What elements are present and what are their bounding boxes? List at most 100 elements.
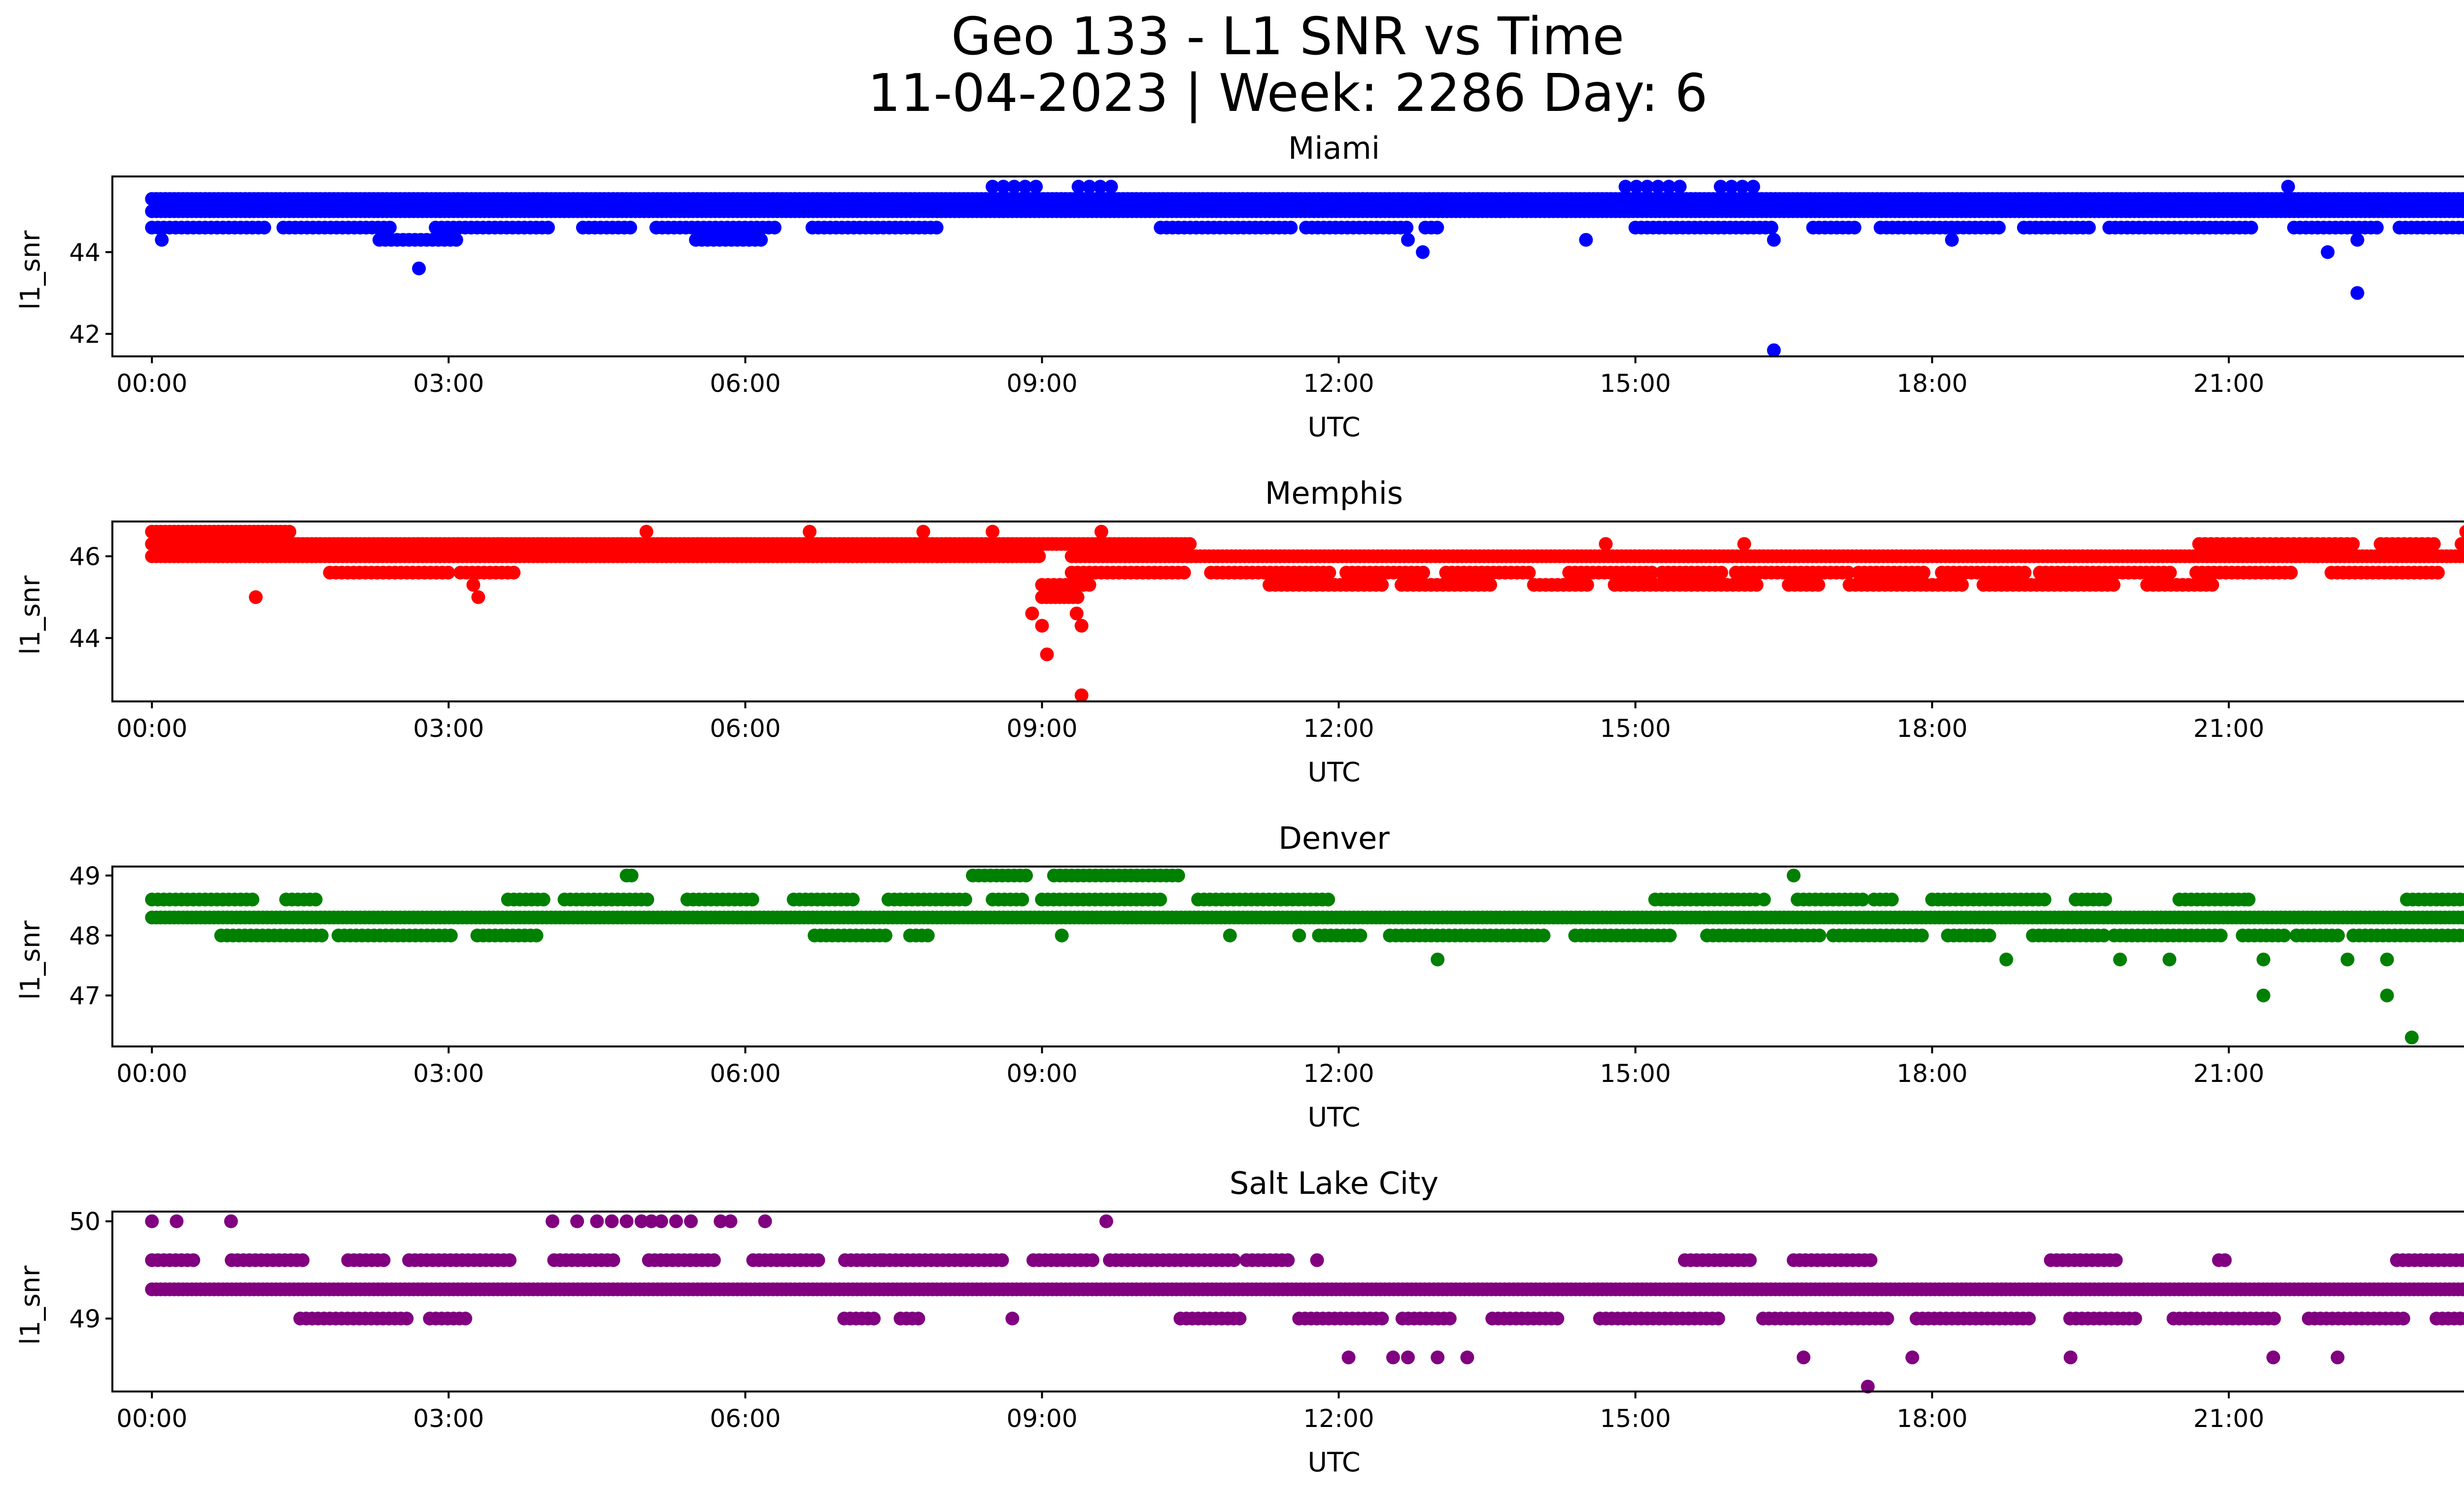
y-tick-label: 50 xyxy=(69,1208,101,1236)
subplot-salt-lake-city: Salt Lake City UTC l1_snr 00:00 03:00 06:0… xyxy=(15,1165,2464,1478)
data-point xyxy=(2257,952,2270,967)
data-point xyxy=(1431,952,1445,967)
data-point xyxy=(1724,179,1739,194)
x-tick-label: 06:00 xyxy=(710,1059,781,1088)
data-point xyxy=(1232,1312,1247,1325)
data-point xyxy=(2205,578,2220,592)
data-point xyxy=(2427,537,2441,551)
data-point xyxy=(2340,952,2355,967)
data-point xyxy=(1040,647,1054,661)
scatter-points xyxy=(145,179,2464,357)
data-point xyxy=(1743,1253,1757,1267)
data-point xyxy=(2241,892,2256,906)
data-point xyxy=(1945,233,1959,247)
data-point xyxy=(1442,1312,1457,1325)
x-tick-label: 06:00 xyxy=(710,1404,781,1433)
data-point xyxy=(623,220,637,235)
data-point xyxy=(1104,179,1118,194)
data-point xyxy=(186,1253,201,1267)
data-point xyxy=(412,261,426,276)
data-point xyxy=(1032,549,1046,563)
data-point xyxy=(2346,537,2360,551)
data-point xyxy=(536,892,550,906)
data-point xyxy=(2350,233,2364,247)
data-point xyxy=(2098,892,2112,906)
data-point xyxy=(996,179,1011,194)
data-point xyxy=(2267,1312,2281,1325)
x-tick-label: 21:00 xyxy=(2193,714,2264,743)
data-point xyxy=(754,233,768,247)
data-point xyxy=(282,524,297,539)
data-point xyxy=(546,1214,560,1228)
data-point xyxy=(1916,565,1931,580)
data-point xyxy=(1629,179,1643,194)
data-point xyxy=(745,892,759,906)
data-point xyxy=(2218,1253,2232,1267)
data-point xyxy=(376,1253,391,1267)
x-tick-label: 21:00 xyxy=(2193,1404,2264,1433)
data-point xyxy=(1713,179,1728,194)
data-point xyxy=(2106,578,2121,592)
data-point xyxy=(1005,1312,1020,1325)
data-point xyxy=(995,1253,1009,1267)
data-point xyxy=(458,1312,473,1325)
data-point xyxy=(1074,688,1089,702)
data-point xyxy=(2082,220,2096,235)
x-tick-label: 00:00 xyxy=(116,1059,187,1088)
data-point xyxy=(1284,220,1298,235)
data-point xyxy=(1522,565,1536,580)
scatter-points xyxy=(145,524,2464,702)
data-point xyxy=(878,928,892,942)
data-point xyxy=(1848,220,1862,235)
data-point xyxy=(257,220,272,235)
x-tick-label: 12:00 xyxy=(1303,1059,1374,1088)
data-point xyxy=(444,928,458,942)
y-axis-label: l1_snr xyxy=(15,1265,46,1345)
y-axis-label: l1_snr xyxy=(15,230,46,310)
data-point xyxy=(471,590,485,604)
data-point xyxy=(1019,869,1033,883)
data-point xyxy=(314,928,329,942)
data-point xyxy=(2109,1253,2123,1267)
axes-frame xyxy=(111,1211,2464,1392)
data-point xyxy=(1177,565,1191,580)
data-point xyxy=(1070,590,1085,604)
data-point xyxy=(1663,928,1677,942)
data-point xyxy=(1292,928,1306,942)
x-tick-label: 15:00 xyxy=(1600,1404,1671,1433)
data-point xyxy=(1094,524,1108,539)
data-point xyxy=(1099,1214,1113,1228)
x-tick-label: 06:00 xyxy=(710,714,781,743)
data-point xyxy=(1069,606,1084,621)
data-point xyxy=(639,524,653,539)
data-point xyxy=(449,233,463,247)
data-point xyxy=(1579,233,1593,247)
data-point xyxy=(654,1214,668,1228)
data-point xyxy=(1841,565,1855,580)
data-point xyxy=(767,220,782,235)
data-point xyxy=(1737,537,1751,551)
x-tick-label: 12:00 xyxy=(1303,369,1374,398)
x-tick-label: 15:00 xyxy=(1600,714,1671,743)
data-point xyxy=(1082,179,1096,194)
data-point xyxy=(2457,549,2464,563)
data-point xyxy=(802,524,817,539)
y-tick-label: 49 xyxy=(69,1305,101,1333)
data-point xyxy=(640,892,654,906)
data-point xyxy=(2458,220,2464,235)
data-point xyxy=(1673,179,1687,194)
data-point xyxy=(503,1253,517,1267)
data-point xyxy=(605,1214,619,1228)
data-point xyxy=(916,524,930,539)
x-tick-label: 00:00 xyxy=(116,1404,187,1433)
data-point xyxy=(867,1312,881,1325)
data-point xyxy=(1915,928,1929,942)
data-point xyxy=(1227,1253,1241,1267)
x-tick-label: 09:00 xyxy=(1006,714,1077,743)
data-point xyxy=(1483,578,1497,592)
data-point xyxy=(1550,1312,1565,1325)
data-point xyxy=(2214,928,2228,942)
data-point xyxy=(2063,1350,2078,1364)
data-point xyxy=(1580,578,1594,592)
data-point xyxy=(1767,233,1781,247)
